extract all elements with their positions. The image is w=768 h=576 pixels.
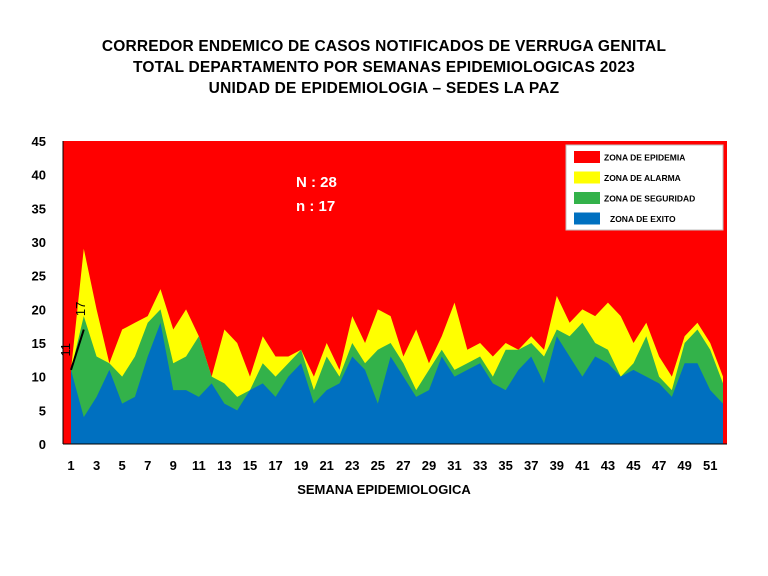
y-tick-label: 25 <box>32 269 46 284</box>
x-tick-label: 27 <box>396 458 410 473</box>
x-tick-label: 29 <box>422 458 436 473</box>
y-tick-label: 35 <box>32 201 46 216</box>
x-tick-label: 15 <box>243 458 257 473</box>
x-axis-label: SEMANA EPIDEMIOLOGICA <box>297 482 471 497</box>
y-tick-label: 0 <box>39 437 46 452</box>
data-label: 11 <box>58 343 73 357</box>
x-tick-label: 21 <box>319 458 333 473</box>
x-tick-label: 3 <box>93 458 100 473</box>
legend-label-2: ZONA DE ALARMA <box>604 173 681 183</box>
x-tick-label: 5 <box>119 458 126 473</box>
x-tick-label: 19 <box>294 458 308 473</box>
y-tick-label: 10 <box>32 370 46 385</box>
legend-swatch-2 <box>574 171 600 184</box>
x-tick-label: 51 <box>703 458 717 473</box>
x-tick-label: 47 <box>652 458 666 473</box>
y-tick-label: 45 <box>32 134 46 149</box>
data-label: 17 <box>73 302 88 316</box>
x-tick-label: 23 <box>345 458 359 473</box>
x-tick-label: 33 <box>473 458 487 473</box>
annotation-total-N: N : 28 <box>296 174 337 191</box>
x-tick-label: 1 <box>67 458 74 473</box>
x-tick-label: 35 <box>498 458 512 473</box>
x-tick-label: 31 <box>447 458 461 473</box>
x-tick-label: 41 <box>575 458 589 473</box>
chart-title-line-2: TOTAL DEPARTAMENTO POR SEMANAS EPIDEMIOL… <box>133 59 635 76</box>
x-tick-label: 49 <box>677 458 691 473</box>
series-area-4 <box>71 322 723 444</box>
x-tick-label: 11 <box>192 458 206 473</box>
legend-swatch-1 <box>574 151 600 163</box>
y-tick-label: 20 <box>32 302 46 317</box>
x-tick-label: 17 <box>268 458 282 473</box>
legend-swatch-3 <box>574 192 600 204</box>
y-tick-label: 15 <box>32 336 46 351</box>
x-tick-label: 39 <box>550 458 564 473</box>
x-tick-label: 13 <box>217 458 231 473</box>
legend-swatch-4 <box>574 212 600 225</box>
chart-title-line-1: CORREDOR ENDEMICO DE CASOS NOTIFICADOS D… <box>101 38 667 55</box>
x-tick-label: 9 <box>170 458 177 473</box>
x-tick-label: 43 <box>601 458 615 473</box>
x-tick-label: 7 <box>144 458 151 473</box>
annotation-current-n: n : 17 <box>296 198 335 215</box>
current-cases-line <box>70 329 85 371</box>
y-tick-label: 30 <box>32 235 46 250</box>
y-tick-label: 40 <box>32 168 46 183</box>
y-tick-label: 5 <box>39 403 46 418</box>
legend-label-3: ZONA DE SEGURIDAD <box>604 194 695 204</box>
x-tick-label: 37 <box>524 458 538 473</box>
chart-title-line-3: UNIDAD DE EPIDEMIOLOGIA – SEDES LA PAZ <box>208 80 560 97</box>
legend-label-4: ZONA DE EXITO <box>610 214 676 224</box>
x-tick-label: 25 <box>371 458 385 473</box>
x-tick-label: 45 <box>626 458 640 473</box>
legend-label-1: ZONA DE EPIDEMIA <box>604 153 685 163</box>
